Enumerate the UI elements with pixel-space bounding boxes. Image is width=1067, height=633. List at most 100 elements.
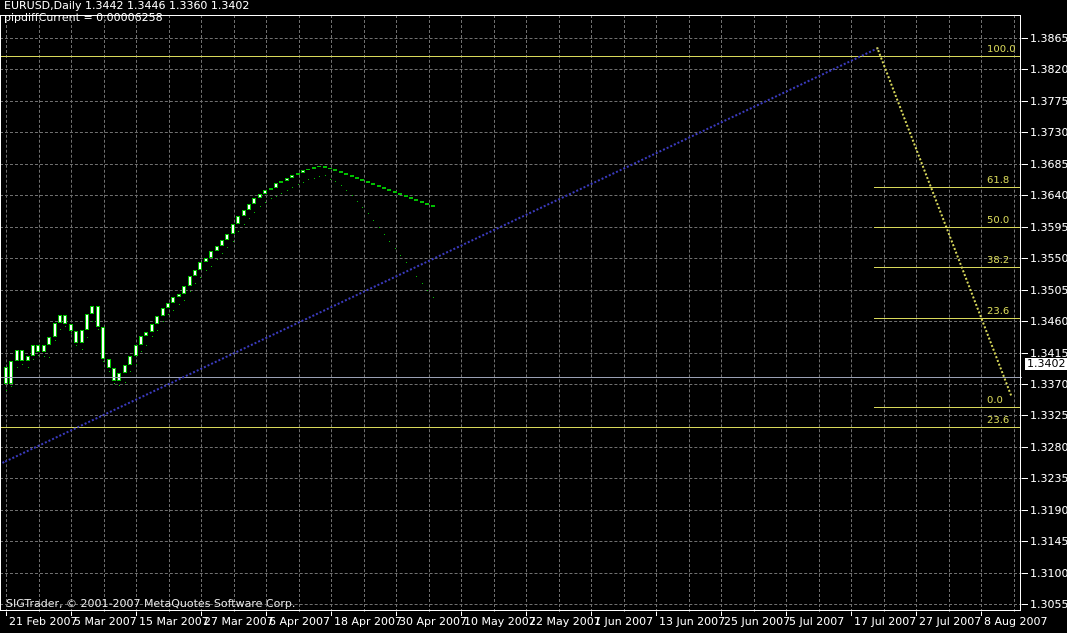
price-tick — [1022, 353, 1028, 354]
fib-level-line[interactable] — [874, 187, 1021, 188]
candle-wick — [281, 193, 282, 194]
grid-line-vertical — [234, 15, 235, 612]
candle-wick — [206, 270, 207, 271]
chart-plot-area[interactable]: 100.0 61.8 50.0 38.2 23.6 0.0 23.6 — [0, 15, 1022, 612]
price-label: 1.3415 — [1030, 347, 1067, 360]
fib-level-line[interactable] — [0, 427, 1021, 428]
grid-line-vertical — [884, 15, 885, 612]
price-label: 1.3325 — [1030, 409, 1067, 422]
fib-level-line[interactable] — [874, 227, 1021, 228]
horizontal-line-object[interactable] — [0, 377, 1022, 378]
candle-body — [177, 294, 181, 297]
price-label: 1.3280 — [1030, 441, 1067, 454]
candle-body — [204, 258, 208, 262]
candle-wick — [211, 266, 212, 267]
candle-body — [231, 224, 235, 234]
candle-body — [404, 195, 408, 197]
candle-body — [382, 187, 386, 189]
fib-level-line[interactable] — [0, 56, 1021, 57]
grid-line-horizontal — [0, 510, 1022, 511]
candle-body — [431, 205, 435, 207]
candle-body — [242, 210, 246, 216]
candle-body — [312, 167, 316, 169]
time-scale[interactable]: 21 Feb 2007 5 Mar 2007 15 Mar 2007 27 Mar 2… — [0, 612, 1067, 633]
candle-wick — [233, 241, 234, 242]
grid-line-horizontal — [0, 321, 1022, 322]
price-tick — [1022, 604, 1028, 605]
candle-wick — [195, 283, 196, 284]
candle-body — [112, 368, 116, 381]
candle-wick — [76, 345, 77, 346]
candle-body — [220, 240, 224, 246]
trendline-uptrend[interactable] — [2, 47, 879, 464]
grid-line-horizontal — [0, 101, 1022, 102]
grid-line-vertical — [169, 15, 170, 612]
candle-wick — [200, 277, 201, 278]
grid-line-horizontal — [0, 258, 1022, 259]
price-tick — [1022, 384, 1028, 385]
grid-line-vertical — [6, 15, 7, 612]
candle-wick — [276, 196, 277, 197]
candle-body — [150, 324, 154, 332]
candle-wick — [249, 218, 250, 219]
time-tick — [71, 612, 72, 616]
indicator-value-label: pipdiffCurrent = 0.00006258 — [4, 11, 163, 24]
grid-line-vertical — [689, 15, 690, 612]
candle-wick — [389, 241, 390, 242]
grid-line-horizontal — [0, 69, 1022, 70]
fib-level-line[interactable] — [874, 267, 1021, 268]
candle-wick — [44, 356, 45, 357]
grid-line-vertical — [819, 15, 820, 612]
price-label: 1.3595 — [1030, 221, 1067, 234]
grid-line-vertical — [656, 15, 657, 612]
candle-wick — [109, 371, 110, 372]
grid-line-vertical — [721, 15, 722, 612]
candle-wick — [168, 314, 169, 315]
candle-body — [279, 181, 283, 183]
candle-wick — [265, 202, 266, 203]
candle-body — [47, 337, 51, 345]
price-tick — [1022, 195, 1028, 196]
candle-wick — [146, 345, 147, 346]
candle-wick — [60, 329, 61, 330]
price-label: 1.3460 — [1030, 315, 1067, 328]
price-scale[interactable]: 1.3865 1.3820 1.3775 1.3730 1.3685 1.3640 1.35… — [1022, 15, 1067, 612]
time-tick — [851, 612, 852, 616]
candle-body — [366, 181, 370, 183]
grid-line-vertical — [136, 15, 137, 612]
candle-wick — [222, 253, 223, 254]
candle-wick — [179, 304, 180, 305]
fib-level-label: 100.0 — [987, 44, 1016, 55]
candle-wick — [22, 364, 23, 365]
candle-body — [296, 173, 300, 175]
time-label: 30 Apr 2007 — [399, 615, 468, 628]
grid-line-vertical — [591, 15, 592, 612]
candle-body — [107, 359, 111, 368]
candle-wick — [254, 212, 255, 213]
candle-body — [339, 171, 343, 173]
candle-wick — [325, 175, 326, 176]
candle-wick — [292, 187, 293, 188]
grid-line-vertical — [1014, 15, 1015, 612]
candle-wick — [314, 178, 315, 179]
fib-level-line[interactable] — [874, 318, 1021, 319]
price-tick — [1022, 510, 1028, 511]
grid-line-vertical — [71, 15, 72, 612]
candle-wick — [92, 321, 93, 322]
price-label: 1.3145 — [1030, 535, 1067, 548]
grid-line-vertical — [299, 15, 300, 612]
candle-body — [155, 316, 159, 324]
price-tick — [1022, 101, 1028, 102]
time-label: 8 Aug 2007 — [984, 615, 1048, 628]
price-tick — [1022, 132, 1028, 133]
fib-level-line[interactable] — [874, 407, 1021, 408]
time-tick — [786, 612, 787, 616]
candle-body — [393, 191, 397, 193]
time-tick — [461, 612, 462, 616]
candle-body — [252, 198, 256, 204]
price-label: 1.3550 — [1030, 252, 1067, 265]
candle-body — [123, 365, 127, 373]
time-tick — [656, 612, 657, 616]
price-tick — [1022, 164, 1028, 165]
